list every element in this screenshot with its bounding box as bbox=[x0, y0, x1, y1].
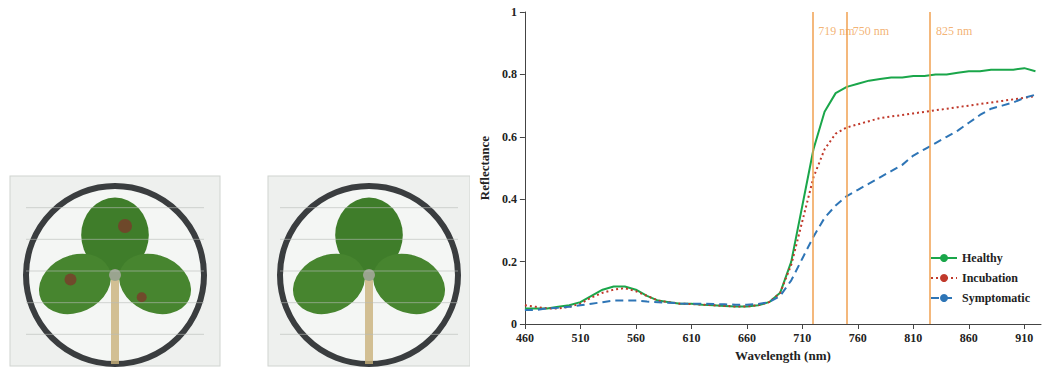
svg-text:810: 810 bbox=[904, 331, 922, 345]
svg-text:0.2: 0.2 bbox=[502, 255, 517, 269]
svg-text:1: 1 bbox=[511, 5, 517, 19]
svg-text:750 nm: 750 nm bbox=[853, 24, 890, 38]
svg-text:0.8: 0.8 bbox=[502, 67, 517, 81]
svg-text:Symptomatic: Symptomatic bbox=[962, 291, 1031, 305]
svg-text:719 nm: 719 nm bbox=[818, 24, 855, 38]
svg-text:Incubation: Incubation bbox=[962, 271, 1018, 285]
svg-text:510: 510 bbox=[571, 331, 589, 345]
svg-text:860: 860 bbox=[960, 331, 978, 345]
svg-text:0: 0 bbox=[511, 317, 517, 331]
svg-text:660: 660 bbox=[738, 331, 756, 345]
svg-text:760: 760 bbox=[849, 331, 867, 345]
svg-text:0.4: 0.4 bbox=[502, 192, 517, 206]
svg-text:Healthy: Healthy bbox=[962, 251, 1003, 265]
svg-text:710: 710 bbox=[793, 331, 811, 345]
svg-text:460: 460 bbox=[516, 331, 534, 345]
svg-text:825 nm: 825 nm bbox=[936, 24, 973, 38]
svg-text:910: 910 bbox=[1015, 331, 1033, 345]
svg-text:Wavelength (nm): Wavelength (nm) bbox=[735, 348, 831, 363]
svg-text:0.6: 0.6 bbox=[502, 130, 517, 144]
svg-text:Reflectance: Reflectance bbox=[477, 136, 492, 200]
svg-text:560: 560 bbox=[627, 331, 645, 345]
svg-text:610: 610 bbox=[682, 331, 700, 345]
